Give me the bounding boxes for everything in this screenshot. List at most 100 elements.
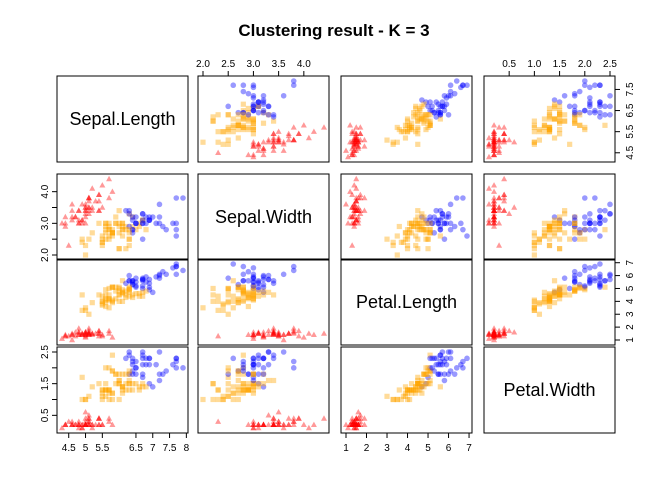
data-point [240,277,247,284]
data-point [285,330,292,336]
data-point [270,330,277,336]
data-point [109,334,116,340]
data-point [260,421,267,428]
data-point [230,129,236,135]
data-point [458,220,464,227]
data-point [427,371,433,377]
tick-label: 1.5 [553,59,567,70]
data-point [491,216,498,223]
data-point [290,415,297,421]
data-point [129,281,136,288]
data-point [230,278,236,284]
panel-points [486,175,613,258]
data-point [62,421,69,428]
data-point [265,331,272,338]
data-point [250,92,257,99]
data-point [250,424,257,431]
data-point [571,214,578,220]
data-point [404,236,411,242]
data-point [270,134,277,141]
data-point [126,207,133,214]
data-point [89,207,96,213]
data-point [597,220,603,227]
data-point [351,204,358,210]
data-point [556,214,563,220]
data-point [250,107,257,114]
data-point [536,300,543,306]
data-point [153,220,159,227]
data-point [245,124,251,131]
data-point [245,421,252,428]
data-point [353,124,360,130]
data-point [250,118,257,124]
data-point [75,424,82,431]
data-point [511,204,518,210]
data-point [250,293,257,299]
data-point [607,92,613,99]
data-point [245,277,252,284]
data-point [571,279,578,285]
data-point [270,415,277,421]
data-point [419,112,425,118]
data-point [129,355,136,362]
data-point [153,361,159,368]
data-point [572,120,578,126]
data-point [546,291,553,297]
data-point [439,214,446,220]
data-point [531,118,537,124]
data-point [270,415,277,421]
data-point [361,136,368,143]
panel-frame [56,75,189,163]
data-point [215,298,221,304]
data-point [361,421,368,428]
data-point [230,384,236,390]
data-point [225,381,231,387]
data-point [486,335,492,341]
data-point [245,384,251,390]
data-point [572,114,578,120]
data-point [235,109,242,116]
data-point [404,387,411,393]
data-point [250,107,257,114]
data-point [225,137,231,143]
data-point [235,122,241,128]
data-point [496,242,503,248]
data-point [351,201,358,207]
data-point [82,204,89,210]
data-point [103,297,109,303]
data-point [562,211,568,217]
data-point [250,384,257,390]
data-point [245,268,252,275]
data-point [421,114,427,120]
data-point [355,194,362,201]
data-point [491,128,498,134]
data-point [255,99,262,105]
data-point [129,368,136,374]
data-point [491,223,498,229]
data-point [116,381,122,387]
data-point [250,116,257,122]
data-point [129,294,136,301]
data-point [280,336,287,343]
data-point [491,334,498,340]
data-point [351,141,358,147]
data-point [384,236,390,242]
data-point [491,213,498,220]
data-point [566,103,573,110]
data-point [460,82,466,89]
data-point [394,233,400,239]
data-point [592,277,598,284]
data-point [250,390,257,396]
data-point [349,421,356,428]
data-point [423,126,429,133]
data-point [255,289,262,295]
data-point [109,298,116,304]
data-point [250,105,257,112]
data-point [406,230,413,236]
tick-label: 2 [364,443,370,454]
data-point [357,207,364,213]
data-point [129,214,136,220]
data-point [551,116,558,122]
data-point [458,84,464,91]
data-point [496,136,503,143]
